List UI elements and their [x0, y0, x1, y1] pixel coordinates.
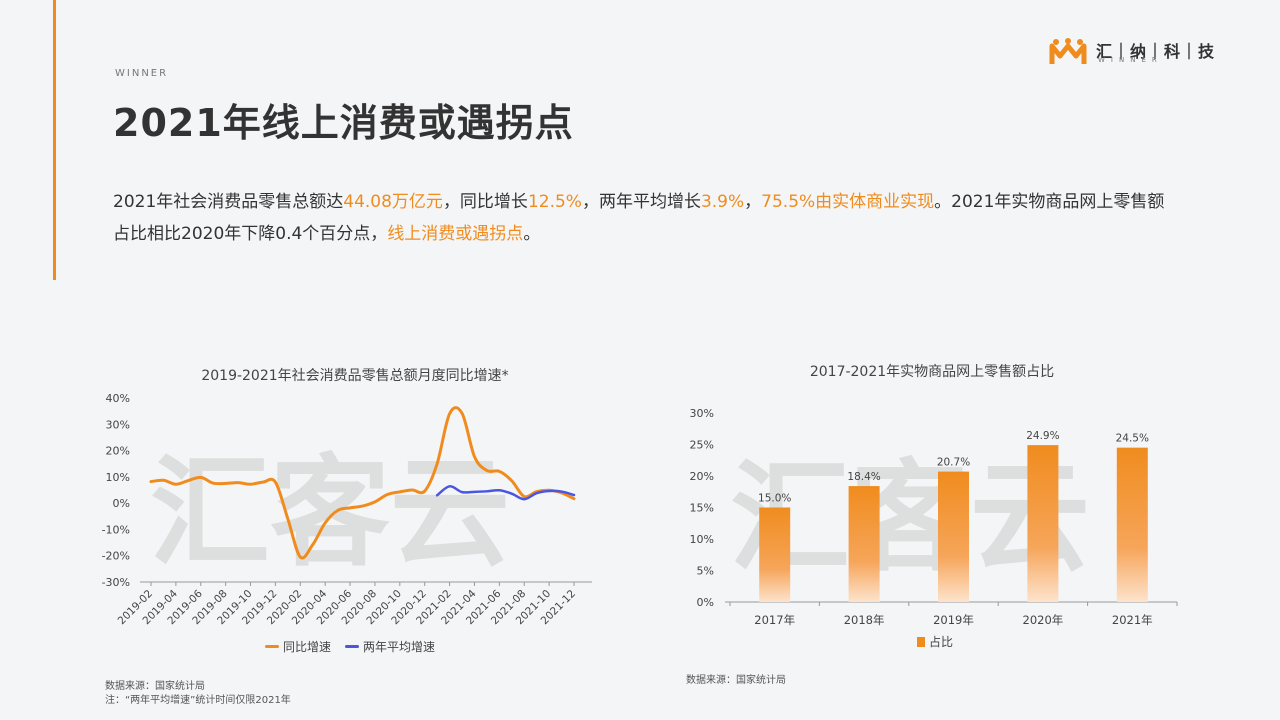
bar-2021年 [1116, 447, 1148, 602]
brand-small-text: WINNER [115, 68, 169, 79]
bar-2018年 [848, 486, 880, 602]
bar-data-label: 24.5% [1116, 433, 1149, 445]
source-note-left: 数据来源：国家统计局 注：“两年平均增速”统计时间仅限2021年 [105, 680, 291, 708]
y-tick-label: 0% [697, 596, 714, 609]
y-tick-label: 40% [106, 392, 130, 405]
bar-data-label: 24.9% [1026, 430, 1059, 442]
summary-text-1: 2021年社会消费品零售总额达 [113, 192, 344, 212]
summary-text-4: ， [744, 192, 762, 212]
bar-2017年 [759, 507, 791, 602]
y-tick-label: 0% [113, 497, 130, 510]
brand-logo: 汇｜纳｜科｜技 WINNER [1048, 36, 1218, 70]
x-category-label: 2018年 [844, 613, 885, 627]
legend-label-two-year-avg: 两年平均增速 [363, 640, 436, 654]
summary-highlight-growth: 12.5% [527, 192, 582, 212]
summary-text-6: 。 [523, 224, 541, 244]
line-chart-svg: 40%30%20%10%0%-10%-20%-30%2019-022019-04… [102, 392, 592, 627]
summary-text-2: ，同比增长 [442, 192, 528, 212]
chart-title: 2019-2021年社会消费品零售总额月度同比增速* [201, 368, 509, 384]
summary-highlight-avg-growth: 3.9% [700, 192, 745, 212]
bar-chart-legend: 占比 [917, 633, 953, 650]
series-line-yoy [149, 406, 576, 560]
bar-data-label: 15.0% [758, 493, 791, 505]
x-category-label: 2017年 [754, 613, 795, 627]
legend-swatch-bar [917, 636, 925, 647]
summary-highlight-turning-point: 线上消费或遇拐点 [387, 224, 524, 244]
summary-text-3: ，两年平均增长 [581, 192, 701, 212]
legend-swatch-orange [265, 645, 279, 648]
legend-label-share: 占比 [929, 635, 954, 649]
y-tick-label: 20% [690, 470, 714, 483]
bar-data-label: 20.7% [937, 457, 970, 469]
bar-2019年 [938, 471, 969, 602]
y-tick-label: -10% [102, 523, 130, 536]
legend-label-yoy: 同比增速 [283, 640, 332, 654]
online-share-bar-chart: 汇客云 2017-2021年实物商品网上零售额占比 30% 25% 20% 15% 10… [672, 355, 1192, 660]
y-tick-label: 15% [690, 502, 714, 515]
x-category-label: 2021年 [1112, 613, 1153, 627]
y-tick-label: 30% [106, 418, 130, 431]
y-tick-label: 30% [690, 407, 714, 420]
x-category-label: 2020年 [1023, 613, 1064, 627]
watermark-left: 汇客云 [150, 444, 510, 583]
source-text-left: 数据来源：国家统计局 [105, 681, 205, 692]
summary-highlight-offline-share: 75.5%由实体商业实现 [761, 192, 935, 212]
bar-chart-svg: 30% 25% 20% 15% 10% 5% 0% 15.0% 2017年 18.4% 2018年 2… [690, 407, 1178, 627]
chart-title: 2017-2021年实物商品网上零售额占比 [809, 364, 1055, 380]
y-tick-label: -20% [102, 550, 130, 563]
source-note-right: 数据来源：国家统计局 [686, 675, 786, 686]
y-tick-label: 25% [690, 439, 714, 452]
y-tick-label: 10% [106, 471, 130, 484]
y-tick-label: 20% [106, 445, 130, 458]
logo-text-en: WINNER [1098, 56, 1163, 64]
y-tick-label: -30% [102, 576, 130, 589]
series-line-two-year-avg [435, 485, 576, 501]
bar-2020年 [1027, 445, 1059, 602]
legend-swatch-blue [345, 645, 360, 648]
accent-bar [53, 0, 56, 280]
monthly-growth-line-chart: 汇客云 2019-2021年社会消费品零售总额月度同比增速* 40% 30% 20%… [100, 360, 610, 660]
logo-text-cn: 汇｜纳｜科｜技 [1096, 42, 1216, 61]
y-tick-label: 10% [690, 533, 714, 546]
summary-text-5: 。2021年实物商品网上零售额占比相比2020年下降0.4个百分点， [113, 192, 1165, 244]
x-category-label: 2019年 [933, 613, 974, 627]
line-chart-legend: 同比增速 两年平均增速 [265, 638, 435, 655]
logo-mark-icon [1049, 38, 1087, 64]
y-tick-label: 5% [697, 565, 714, 578]
source-note-text-left: 注：“两年平均增速”统计时间仅限2021年 [105, 695, 291, 706]
summary-highlight-total: 44.08万亿元 [343, 192, 443, 212]
summary-paragraph: 2021年社会消费品零售总额达44.08万亿元，同比增长12.5%，两年平均增长… [113, 186, 1173, 250]
page-title: 2021年线上消费或遇拐点 [113, 101, 574, 145]
bar-data-label: 18.4% [847, 471, 880, 483]
